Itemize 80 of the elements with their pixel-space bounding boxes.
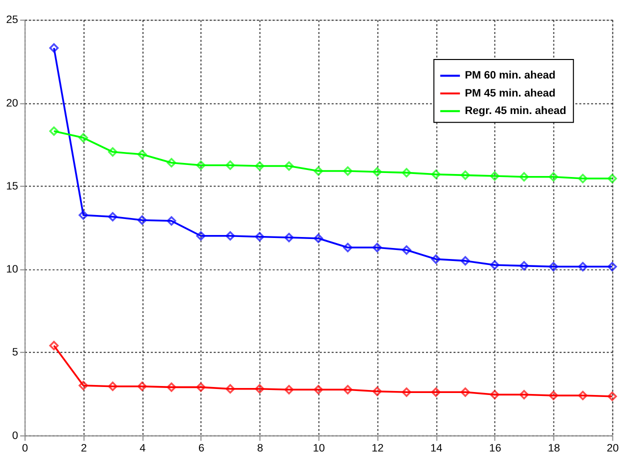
point: [519, 261, 529, 270]
y-tick-label: 25: [6, 14, 18, 26]
point: [314, 234, 324, 244]
point: [490, 260, 500, 270]
x-tick-label: 0: [22, 442, 28, 455]
point: [578, 390, 588, 400]
x-tick-label: 20: [606, 442, 619, 455]
point: [226, 160, 235, 170]
point: [343, 242, 352, 252]
x-tick-label: 18: [548, 442, 560, 455]
point: [137, 215, 147, 225]
point: [578, 174, 588, 184]
point: [49, 126, 59, 136]
point: [460, 170, 470, 180]
point: [372, 386, 382, 396]
point: [78, 380, 88, 390]
point: [519, 172, 529, 182]
point: [166, 216, 176, 226]
point: [314, 384, 324, 394]
x-tick-label: 4: [140, 442, 146, 455]
y-tick-label: 15: [6, 180, 18, 192]
point: [284, 161, 294, 171]
point: [608, 174, 617, 184]
legend-label: Regr. 45 min. ahead: [464, 105, 566, 118]
point: [108, 382, 118, 392]
point: [166, 382, 176, 392]
point: [137, 150, 147, 160]
point: [608, 392, 617, 402]
point: [372, 242, 382, 252]
point: [460, 256, 470, 266]
point: [460, 387, 470, 397]
y-tick-label: 20: [6, 97, 18, 110]
point: [343, 166, 352, 176]
point: [254, 161, 264, 171]
point: [196, 231, 206, 241]
point: [490, 171, 500, 181]
point: [402, 168, 412, 178]
point: [490, 390, 500, 400]
x-tick-label: 8: [257, 442, 264, 455]
point: [166, 158, 176, 168]
y-tick-label: 5: [12, 346, 18, 359]
point: [314, 166, 324, 176]
point: [431, 387, 441, 397]
point: [519, 390, 529, 400]
point: [78, 210, 88, 220]
point: [108, 212, 118, 222]
point: [372, 167, 382, 177]
point: [196, 382, 206, 392]
point: [608, 262, 617, 272]
legend-label: PM 60 min. ahead: [464, 70, 556, 82]
y-tick-label: 10: [6, 264, 18, 276]
point: [49, 43, 59, 53]
x-tick-label: 14: [430, 442, 442, 455]
legend-label: PM 45 min. ahead: [464, 87, 556, 100]
point: [49, 340, 59, 350]
point: [548, 262, 558, 272]
point: [402, 387, 412, 397]
point: [548, 172, 558, 182]
x-tick-label: 2: [80, 442, 87, 455]
y-tick-label: 0: [12, 430, 18, 442]
point: [548, 390, 558, 400]
x-tick-label: 12: [372, 442, 384, 455]
point: [254, 384, 264, 394]
x-tick-label: 6: [198, 442, 204, 455]
point: [226, 384, 235, 394]
point: [254, 232, 264, 242]
point: [284, 384, 294, 394]
point: [78, 133, 88, 142]
point: [402, 245, 412, 255]
point: [284, 232, 294, 242]
point: [137, 382, 147, 392]
point: [343, 384, 352, 394]
x-tick-label: 10: [312, 442, 325, 455]
point: [108, 147, 118, 157]
point: [431, 170, 441, 180]
point: [196, 160, 206, 170]
point: [431, 254, 441, 264]
x-tick-label: 16: [489, 442, 502, 455]
point: [578, 262, 588, 272]
point: [226, 231, 235, 241]
